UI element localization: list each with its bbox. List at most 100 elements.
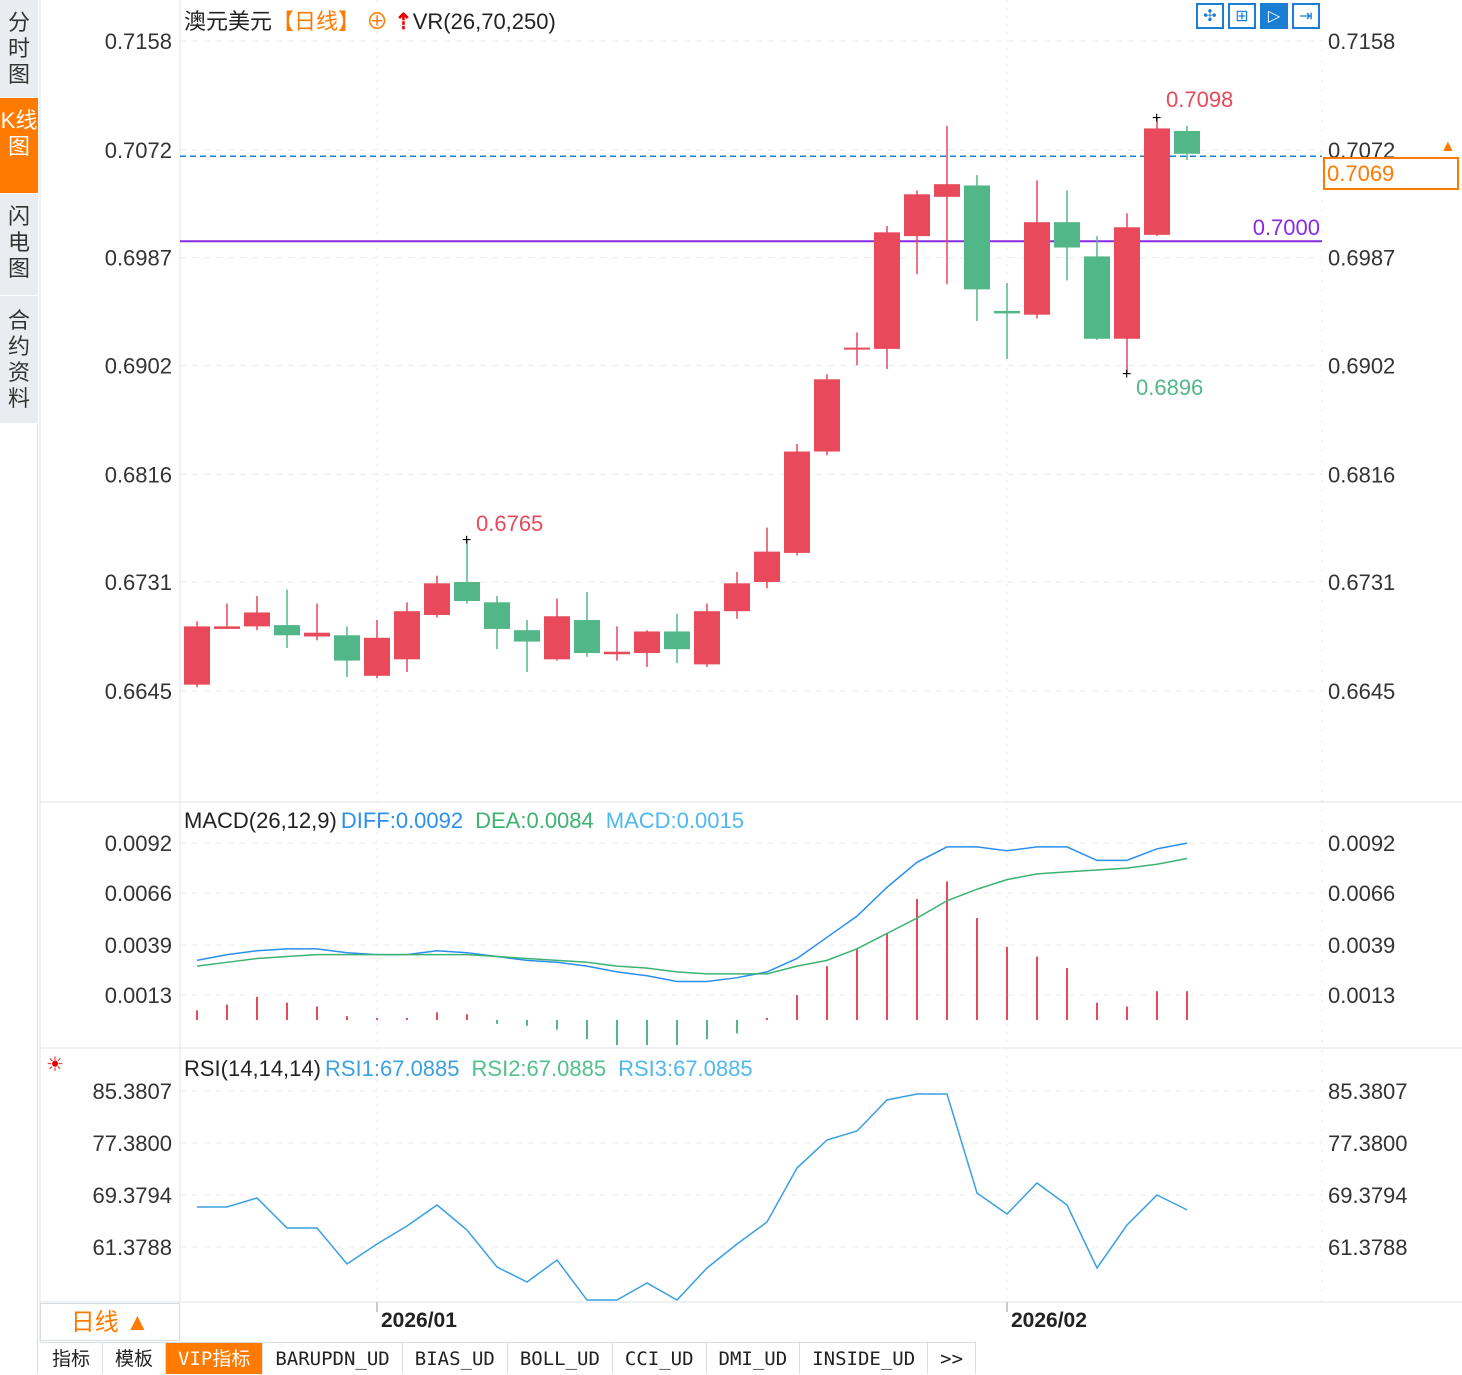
candle-body — [514, 630, 540, 642]
y-tick-left: 0.0013 — [105, 983, 172, 1008]
tab-contract-info[interactable]: 合约资料 — [0, 296, 38, 424]
candle-body — [1114, 227, 1140, 339]
y-tick-left: 0.0039 — [105, 933, 172, 958]
x-tick-label: 2026/02 — [1011, 1309, 1087, 1332]
candle-body — [244, 612, 270, 627]
rsi-legend: RSI(14,14,14) RSI1:67.0885 RSI2:67.0885 RSI… — [184, 1056, 765, 1082]
indicator-tab[interactable]: INSIDE_UD — [800, 1343, 929, 1374]
candle-body — [424, 583, 450, 615]
indicator-tab[interactable]: BOLL_UD — [508, 1343, 613, 1374]
add-compare-icon[interactable]: ⊕ — [366, 9, 389, 34]
y-tick-right: 85.3807 — [1328, 1079, 1408, 1104]
candle-body — [184, 626, 210, 685]
candle-body — [904, 194, 930, 237]
extreme-label: 0.6765 — [476, 511, 543, 536]
x-tick-label: 2026/01 — [381, 1309, 457, 1332]
candle-body — [454, 582, 480, 602]
indicator-tab[interactable]: 指标 — [40, 1343, 104, 1374]
period-label[interactable]: 【日线】 — [272, 9, 361, 34]
indicator-tab[interactable]: BARUPDN_UD — [263, 1343, 403, 1374]
y-tick-right: 0.6902 — [1328, 353, 1395, 378]
chart-header: 澳元美元【日线】 ⊕ ⇡VR(26,70,250) — [184, 4, 556, 36]
y-tick-left: 61.3788 — [92, 1235, 172, 1260]
candle-body — [784, 451, 810, 553]
indicator-tab[interactable]: >> — [928, 1343, 977, 1374]
up-arrow-icon: ⇡ — [394, 9, 413, 34]
macd-title: MACD(26,12,9) — [184, 808, 337, 833]
indicator-tab[interactable]: BIAS_UD — [403, 1343, 508, 1374]
candle-body — [484, 602, 510, 629]
candle-body — [664, 631, 690, 650]
y-tick-right: 0.0092 — [1328, 831, 1395, 856]
candle-body — [724, 583, 750, 612]
last-price-arrow-icon: ▲ — [1440, 138, 1456, 155]
y-tick-left: 0.7158 — [105, 29, 172, 54]
y-tick-right: 0.6731 — [1328, 570, 1395, 595]
extreme-label: 0.7098 — [1166, 87, 1233, 112]
candle-body — [844, 347, 870, 350]
scroll-right-icon[interactable]: ▷ — [1260, 3, 1288, 29]
y-tick-left: 0.7072 — [105, 138, 172, 163]
macd-legend: MACD(26,12,9) DIFF:0.0092 DEA:0.0084 MACD:0… — [184, 808, 756, 834]
y-tick-right: 0.6645 — [1328, 679, 1395, 704]
y-tick-right: 0.7158 — [1328, 29, 1395, 54]
y-tick-left: 0.6816 — [105, 462, 172, 487]
jump-latest-icon[interactable]: ⇥ — [1292, 3, 1320, 29]
candle-body — [334, 635, 360, 661]
candle-body — [364, 637, 390, 676]
indicator-tabs: 指标 模板 VIP指标 BARUPDN_UD BIAS_UD BOLL_UD CCI_UD D… — [40, 1342, 977, 1374]
candle-body — [934, 184, 960, 197]
candle-body — [304, 632, 330, 637]
macd-value: MACD:0.0015 — [605, 808, 744, 833]
y-tick-left: 0.0092 — [105, 831, 172, 856]
y-tick-right: 0.0039 — [1328, 933, 1395, 958]
symbol-name: 澳元美元 — [184, 9, 273, 34]
candle-body — [1084, 256, 1110, 339]
settings-sun-icon[interactable]: ☀ — [46, 1054, 64, 1076]
y-tick-left: 0.6731 — [105, 570, 172, 595]
candle-body — [874, 232, 900, 349]
extreme-marker: + — [1152, 110, 1161, 127]
y-tick-right: 0.0066 — [1328, 881, 1395, 906]
indicator-tab[interactable]: VIP指标 — [166, 1343, 264, 1374]
extreme-label: 0.6896 — [1136, 375, 1203, 400]
candle-body — [214, 626, 240, 629]
indicator-tab[interactable]: DMI_UD — [707, 1343, 801, 1374]
y-tick-left: 0.0066 — [105, 881, 172, 906]
dea-value: DEA:0.0084 — [475, 808, 594, 833]
candle-body — [1054, 222, 1080, 248]
candle-body — [274, 625, 300, 636]
crosshair-icon[interactable]: ✣ — [1196, 3, 1224, 29]
y-tick-left: 0.6902 — [105, 353, 172, 378]
sidebar: 分时图 K线图 闪电图 合约资料 — [0, 0, 38, 1374]
y-tick-right: 0.0013 — [1328, 983, 1395, 1008]
extreme-marker: + — [1122, 366, 1131, 383]
candle-body — [694, 611, 720, 665]
y-tick-left: 0.6987 — [105, 246, 172, 271]
vr-indicator-label[interactable]: VR(26,70,250) — [412, 9, 556, 34]
y-tick-right: 61.3788 — [1328, 1235, 1408, 1260]
candle-body — [544, 616, 570, 660]
period-selector[interactable]: 日线 ▲ — [40, 1303, 180, 1341]
candle-body — [634, 631, 660, 653]
indicator-tab[interactable]: CCI_UD — [613, 1343, 707, 1374]
y-tick-left: 0.6645 — [105, 679, 172, 704]
hline-label: 0.7000 — [1253, 215, 1320, 240]
y-tick-right: 0.6816 — [1328, 462, 1395, 487]
y-tick-right: 0.6987 — [1328, 246, 1395, 271]
candle-body — [1144, 128, 1170, 235]
indicator-tab[interactable]: 模板 — [103, 1343, 167, 1374]
candle-body — [1174, 130, 1200, 154]
zoom-fit-icon[interactable]: ⊞ — [1228, 3, 1256, 29]
y-tick-right: 69.3794 — [1328, 1183, 1408, 1208]
rsi-title: RSI(14,14,14) — [184, 1056, 321, 1081]
extreme-marker: + — [462, 532, 471, 549]
candle-body — [994, 310, 1020, 314]
tab-kline[interactable]: K线图 — [0, 98, 38, 194]
y-tick-left: 77.3800 — [92, 1131, 172, 1156]
diff-value: DIFF:0.0092 — [340, 808, 464, 833]
tab-timeshare[interactable]: 分时图 — [0, 0, 38, 98]
rsi3-value: RSI3:67.0885 — [618, 1056, 753, 1081]
tab-flash[interactable]: 闪电图 — [0, 194, 38, 296]
